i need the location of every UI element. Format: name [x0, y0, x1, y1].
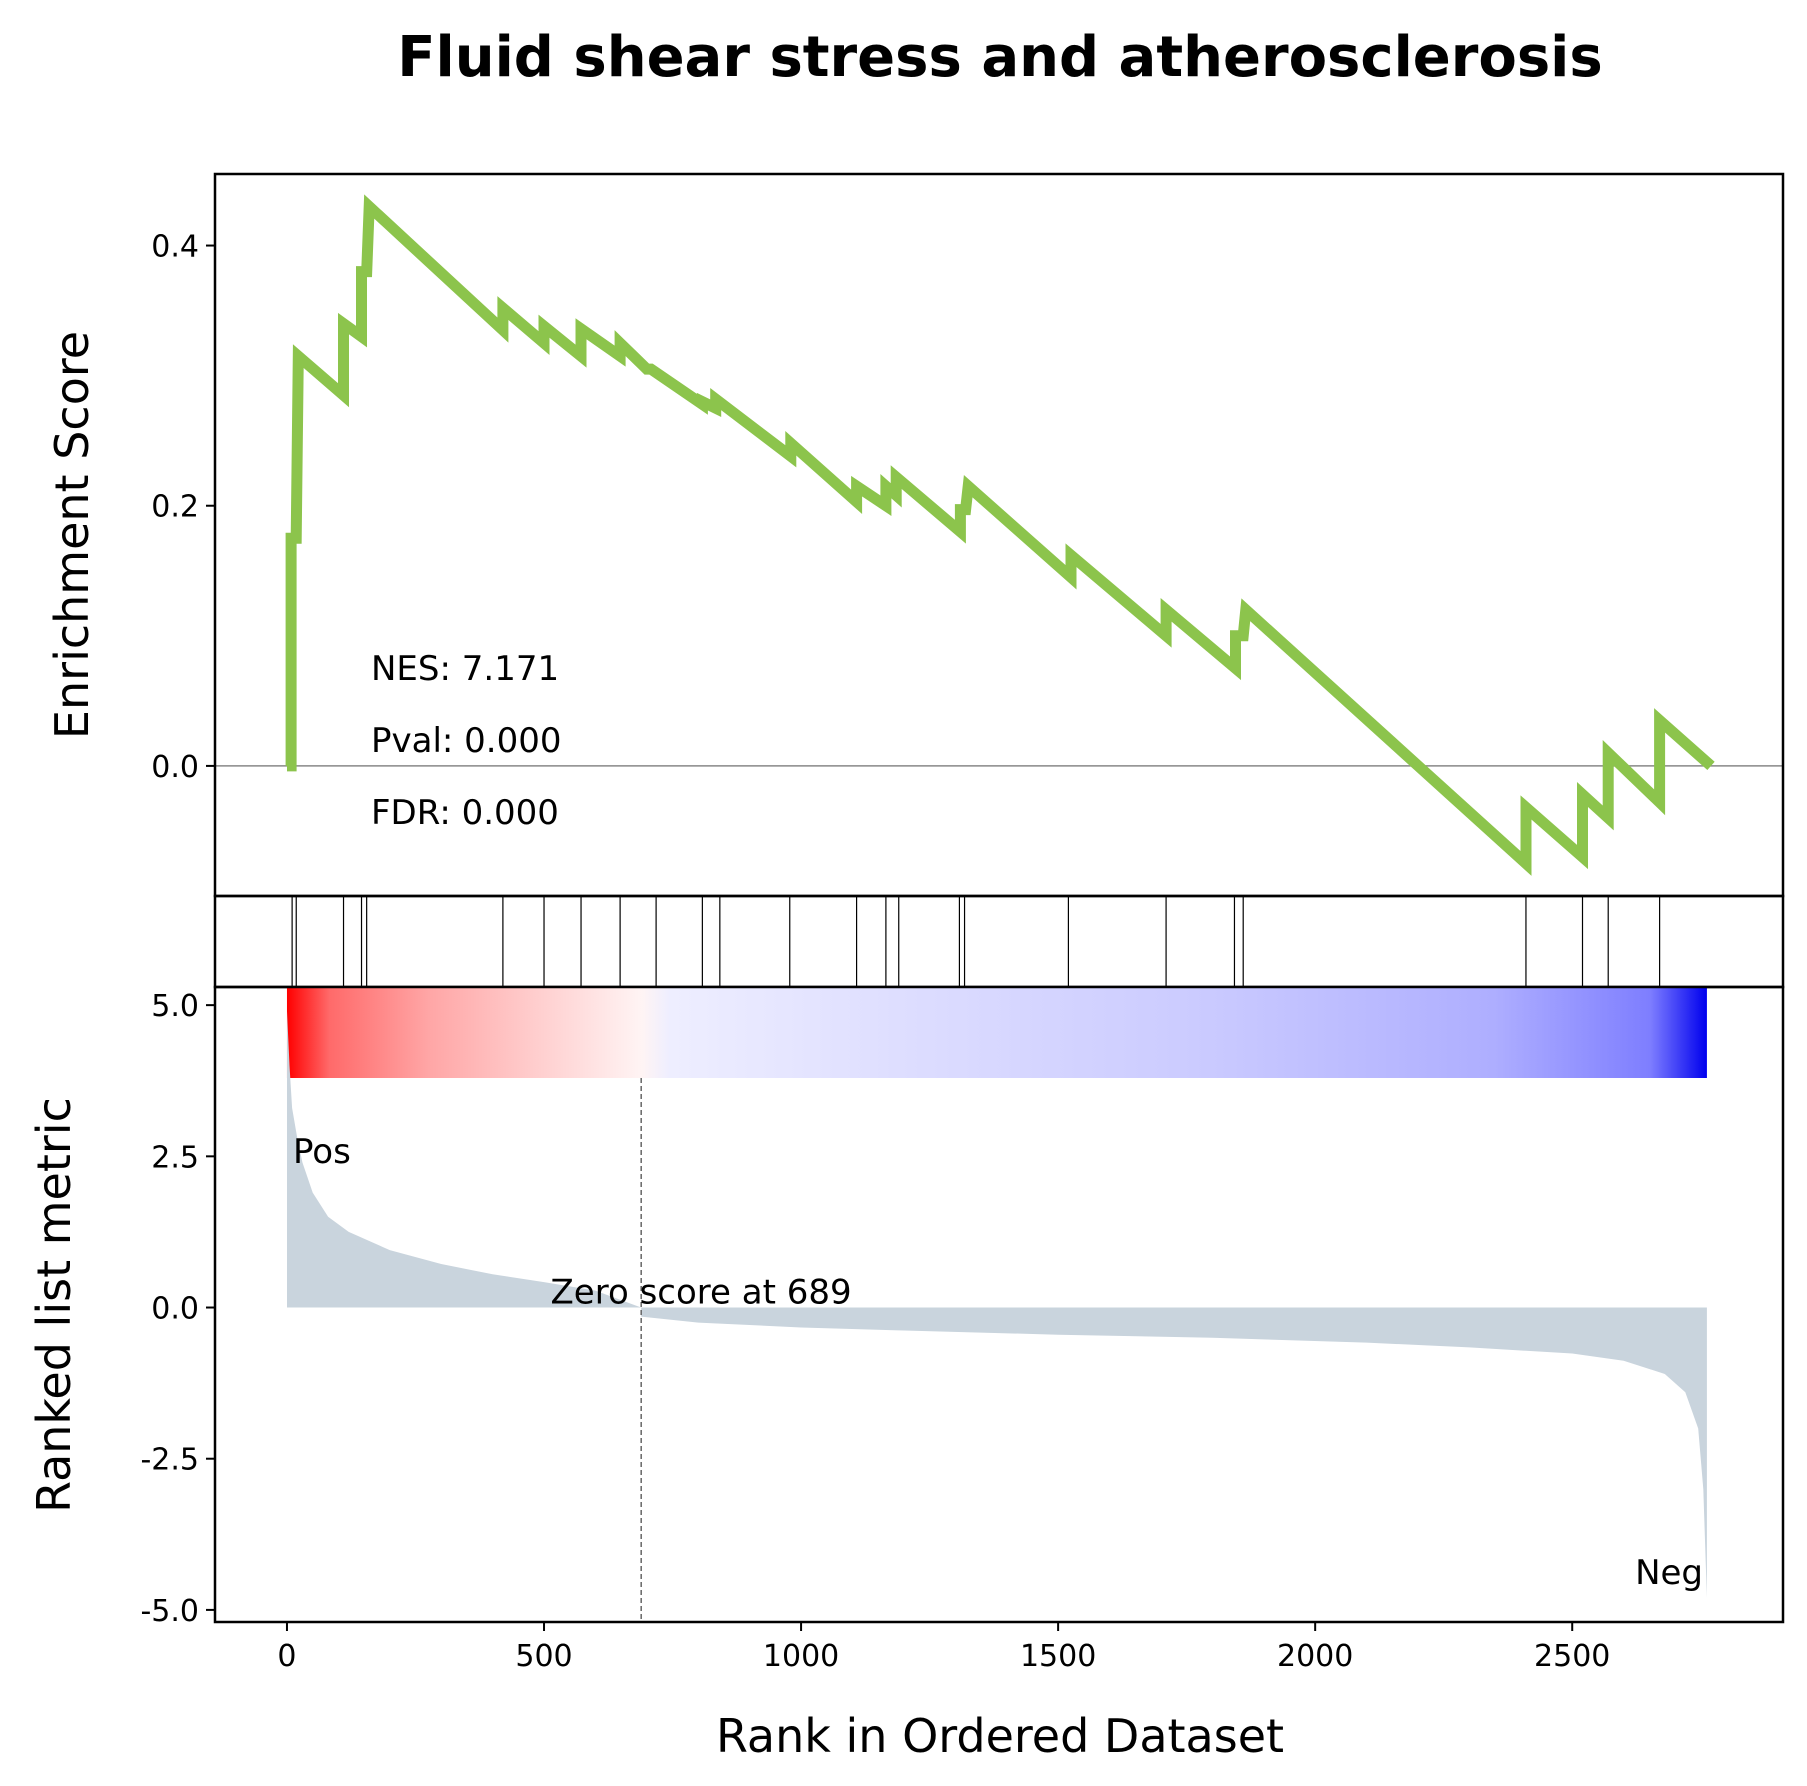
es-y-ticks: 0.0 0.2 0.4	[151, 230, 215, 785]
x-tick-label: 1000	[763, 1639, 839, 1674]
metric-y-ticks: 5.0 2.5 0.0 -2.5 -5.0	[140, 989, 215, 1629]
x-tick-label: 0	[277, 1639, 296, 1674]
metric-y-tick-label: 0.0	[151, 1292, 199, 1327]
zero-score-label: Zero score at 689	[551, 1273, 852, 1313]
metric-y-axis-label: Ranked list metric	[27, 1097, 81, 1513]
metric-panel-frame	[213, 985, 1785, 1624]
neg-label: Neg	[1635, 1553, 1703, 1593]
es-y-tick-label: 0.2	[151, 490, 199, 525]
x-tick-label: 1500	[1020, 1639, 1096, 1674]
hits-panel-frame	[213, 894, 1785, 989]
hits-panel	[213, 894, 1785, 989]
rank-color-bar	[286, 988, 1707, 1078]
x-tick-label: 2500	[1534, 1639, 1610, 1674]
metric-y-tick-label: 5.0	[151, 989, 199, 1024]
metric-y-tick-label: -2.5	[140, 1443, 199, 1478]
enrichment-panel: 0.0 0.2 0.4 NES: 7.171 Pval: 0.000 FDR: 0.…	[151, 172, 1785, 898]
metric-y-tick-label: -5.0	[140, 1594, 199, 1629]
ranked-metric-panel: Zero score at 689 Pos Neg 5.0 2.5 0.0 -2.5 -…	[140, 985, 1785, 1629]
pos-label: Pos	[293, 1132, 351, 1172]
metric-y-tick-label: 2.5	[151, 1140, 199, 1175]
x-axis-label: Rank in Ordered Dataset	[716, 1709, 1284, 1763]
es-y-tick-label: 0.4	[151, 230, 199, 265]
es-y-axis-label: Enrichment Score	[45, 331, 99, 739]
metric-fill	[287, 1011, 1707, 1598]
chart-title: Fluid shear stress and atherosclerosis	[397, 25, 1602, 90]
hit-lines	[291, 896, 1661, 987]
fdr-annotation: FDR: 0.000	[371, 793, 559, 833]
es-y-tick-label: 0.0	[151, 750, 199, 785]
es-curve	[285, 194, 1715, 876]
nes-annotation: NES: 7.171	[371, 649, 559, 689]
x-tick-label: 2000	[1277, 1639, 1353, 1674]
x-axis-ticks: 0 500 1000 1500 2000 2500	[277, 1622, 1610, 1674]
x-tick-label: 500	[515, 1639, 572, 1674]
pval-annotation: Pval: 0.000	[371, 721, 562, 761]
